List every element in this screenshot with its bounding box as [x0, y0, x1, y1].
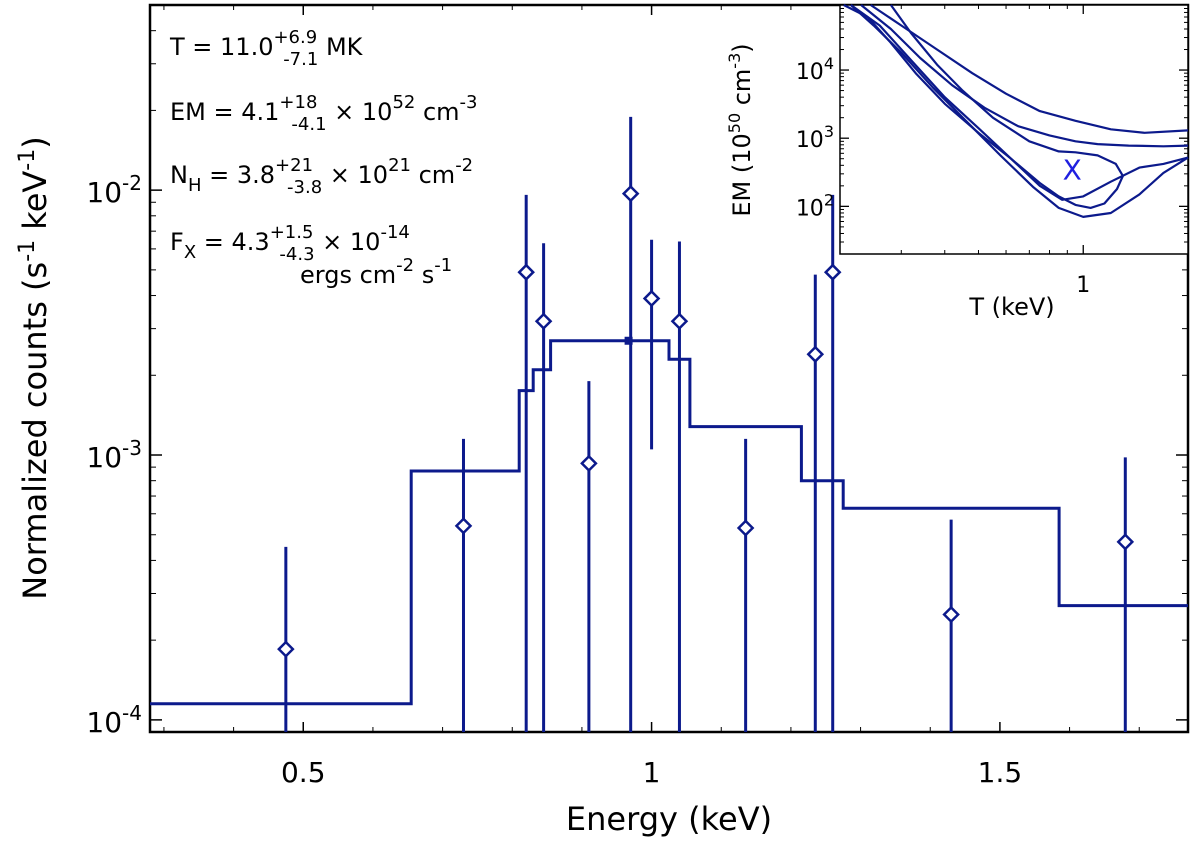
inset-x-tick-label: 1: [1076, 273, 1090, 298]
annotation-temperature: T = 11.0+6.9 -7.1 MK: [169, 27, 364, 70]
x-tick-label: 0.5: [281, 756, 326, 789]
confidence-contour: [850, 4, 1189, 218]
main-plot-frame: [148, 3, 1190, 734]
data-point-marker: [1116, 533, 1135, 551]
data-point-marker: [806, 345, 825, 364]
data-point-marker: [517, 263, 535, 281]
model-step-curve: [150, 336, 1188, 706]
data-point-marker: [621, 184, 640, 203]
x-tick-label: 1: [643, 756, 661, 789]
y-tick-label: 10-2: [86, 171, 142, 209]
y-axis-label: Normalized counts (s-1 keV-1): [15, 136, 54, 599]
inset-ticks: [839, 4, 1189, 255]
confidence-contours: [843, 4, 1189, 218]
x-tick-label: 1.5: [978, 756, 1023, 789]
model-step-line: [150, 339, 1188, 706]
data-point-marker: [534, 312, 553, 330]
x-axis-label: Energy (keV): [566, 800, 772, 838]
inset-contour-plot: X 102 103 104 1 T (keV) EM (1050 cm-3): [725, 4, 1189, 321]
confidence-contour: [843, 4, 1124, 209]
annotation-flux: FX = 4.3+1.5 -4.3 × 10-14: [170, 222, 410, 265]
data-point-marker: [942, 605, 960, 624]
data-point-marker: [823, 263, 842, 281]
data-point-marker: [580, 454, 598, 473]
annotation-column-density: NH = 3.8+21 -3.8 × 1021 cm-2: [170, 155, 473, 198]
data-points: [277, 116, 1135, 732]
annotation-flux-units: ergs cm-2 s-1: [300, 255, 452, 289]
data-point-marker: [454, 517, 473, 535]
confidence-contour: [870, 4, 1189, 134]
confidence-contour: [850, 4, 1189, 201]
inset-y-tick-label: 104: [796, 54, 834, 85]
inset-y-axis-label: EM (1050 cm-3): [725, 43, 756, 216]
best-fit-marker: X: [1063, 153, 1082, 186]
model-marker: [624, 336, 633, 345]
data-point-marker: [642, 289, 661, 308]
y-tick-label: 10-3: [86, 436, 142, 474]
data-point-marker: [277, 640, 295, 658]
fit-annotations: T = 11.0+6.9 -7.1 MK EM = 4.1+18 -4.1 × 10…: [169, 27, 478, 289]
inset-y-tick-label: 103: [796, 122, 834, 153]
inset-y-tick-label: 102: [796, 190, 834, 221]
y-tick-label: 10-4: [86, 701, 142, 739]
data-point-marker: [736, 519, 755, 537]
confidence-contour: [860, 4, 1189, 148]
annotation-emission-measure: EM = 4.1+18 -4.1 × 1052 cm-3: [170, 92, 478, 135]
data-point-marker: [670, 312, 689, 330]
main-plot: 0.5 1 1.5 10-4 10-3 10-2 Energy (keV) No…: [15, 3, 1190, 838]
inset-x-axis-label: T (keV): [968, 293, 1054, 321]
